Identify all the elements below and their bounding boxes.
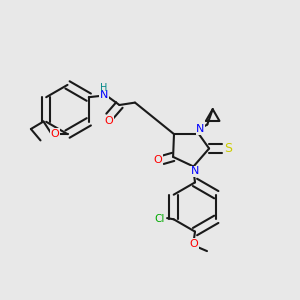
Text: N: N xyxy=(191,166,199,176)
Text: H: H xyxy=(100,83,107,93)
Text: N: N xyxy=(196,124,205,134)
Text: S: S xyxy=(225,142,232,155)
Text: N: N xyxy=(100,90,108,100)
Text: O: O xyxy=(153,155,162,165)
Text: O: O xyxy=(104,116,113,126)
Text: Cl: Cl xyxy=(154,214,164,224)
Text: O: O xyxy=(189,238,198,249)
Text: O: O xyxy=(50,129,59,139)
